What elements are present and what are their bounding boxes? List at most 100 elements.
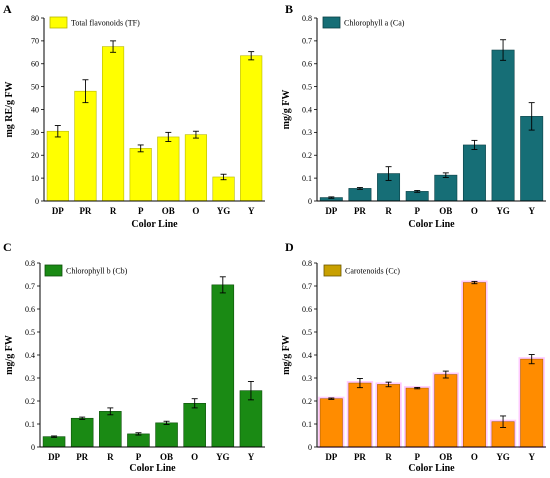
x-axis-title: Color Line [131,219,178,230]
x-tick-label: Y [528,206,535,216]
x-tick-label: YG [216,452,230,462]
x-tick-label: OB [162,206,175,216]
x-axis-title: Color Line [408,219,455,230]
y-tick-label: 0.2 [25,397,35,406]
bar-r [99,411,122,448]
x-tick-label: DP [325,206,337,216]
x-tick-label: PR [354,452,366,462]
bar-y [240,55,263,202]
y-tick-label: 0.8 [25,259,35,268]
y-tick-label: 0.5 [302,328,312,337]
y-tick-label: 0.4 [302,351,312,360]
y-tick-label: 0.3 [302,374,312,383]
x-tick-label: PR [79,206,91,216]
x-tick-label: DP [52,206,64,216]
y-tick-label: 0 [35,197,39,206]
bar-r [101,46,125,202]
bar-p [127,433,150,448]
y-tick-label: 0.6 [25,305,35,314]
x-tick-label: P [414,452,420,462]
x-tick-label: OB [439,206,452,216]
bar-pr [70,417,94,448]
legend-swatch [44,264,63,277]
bar-o [184,134,208,202]
y-tick-label: 0.4 [302,105,312,114]
x-tick-label: YG [217,206,231,216]
y-tick-label: 10 [31,174,39,183]
x-tick-label: DP [325,452,337,462]
y-tick-label: 0.8 [302,14,312,23]
y-tick-label: 0 [31,443,35,452]
x-tick-label: YG [496,452,510,462]
bar-ob [155,422,178,448]
x-tick-label: O [191,452,198,462]
y-tick-label: 0.3 [25,374,35,383]
panel-letter: C [3,240,12,254]
bar-ob [157,136,180,202]
x-tick-label: O [471,452,478,462]
y-tick-label: 50 [31,82,39,91]
bar-r [377,384,401,448]
x-tick-label: DP [48,452,60,462]
y-tick-label: 0.1 [302,420,312,429]
bar-o [462,144,486,202]
y-tick-label: 0 [308,197,312,206]
y-tick-label: 0.6 [302,305,312,314]
panel-letter: D [285,240,294,254]
y-tick-label: 0.1 [25,420,35,429]
x-tick-label: Y [248,206,255,216]
legend-swatch [49,16,68,29]
x-tick-label: Y [528,452,535,462]
y-tick-label: 0.7 [25,282,35,291]
y-tick-label: 0.7 [302,37,312,46]
x-tick-label: O [471,206,478,216]
legend-label: Carotenoids (Cc) [345,267,400,276]
y-tick-label: 80 [31,14,39,23]
x-tick-label: R [385,206,392,216]
y-tick-label: 0.5 [25,328,35,337]
y-tick-label: 0.1 [302,174,312,183]
y-tick-label: 0.2 [302,397,312,406]
bar-dp [319,398,343,448]
y-tick-label: 0.2 [302,151,312,160]
bar-p [405,387,429,448]
x-tick-label: YG [496,206,510,216]
bar-dp [46,130,69,202]
y-tick-label: 0 [308,443,312,452]
bar-pr [348,382,372,448]
x-axis-title: Color Line [408,463,455,474]
x-tick-label: PR [76,452,88,462]
y-tick-label: 60 [31,60,39,69]
y-tick-label: 0.4 [25,351,35,360]
bar-pr [348,188,372,202]
bar-ob [434,374,458,448]
x-tick-label: R [107,452,114,462]
x-tick-label: Y [248,452,255,462]
legend-label: Chlorophyll b (Cb) [66,267,128,276]
y-tick-label: 0.7 [302,282,312,291]
panel-letter: B [285,2,293,16]
bar-y [520,358,544,448]
x-tick-label: P [414,206,420,216]
y-tick-label: 0.8 [302,259,312,268]
panel-letter: A [3,2,12,16]
y-axis-title: mg/g FW [281,335,292,375]
bar-ob [434,174,458,202]
y-tick-label: 70 [31,37,39,46]
x-tick-label: PR [354,206,366,216]
x-tick-label: P [136,452,142,462]
bar-yg [491,49,515,202]
panel-d: D 0 0.1 0.2 0.3 0.4 0.5 0.6 0.7 0.8 DP PR R P OB O YG Y Co… [281,240,546,474]
y-tick-label: 0.6 [302,60,312,69]
y-tick-label: 30 [31,128,39,137]
bar-yg [212,176,235,202]
panel-b: B 0 0.1 0.2 0.3 0.4 0.5 0.6 0.7 0.8 DP PR R P OB O YG Y Co… [281,2,546,230]
y-tick-label: 0.5 [302,82,312,91]
y-tick-label: 40 [31,105,39,114]
legend-label: Total flavonoids (TF) [71,19,140,28]
x-tick-label: P [138,206,144,216]
x-tick-label: OB [160,452,173,462]
bar-yg [211,284,235,448]
x-axis-title: Color Line [129,463,176,474]
y-axis-title: mg/g FW [281,90,292,130]
